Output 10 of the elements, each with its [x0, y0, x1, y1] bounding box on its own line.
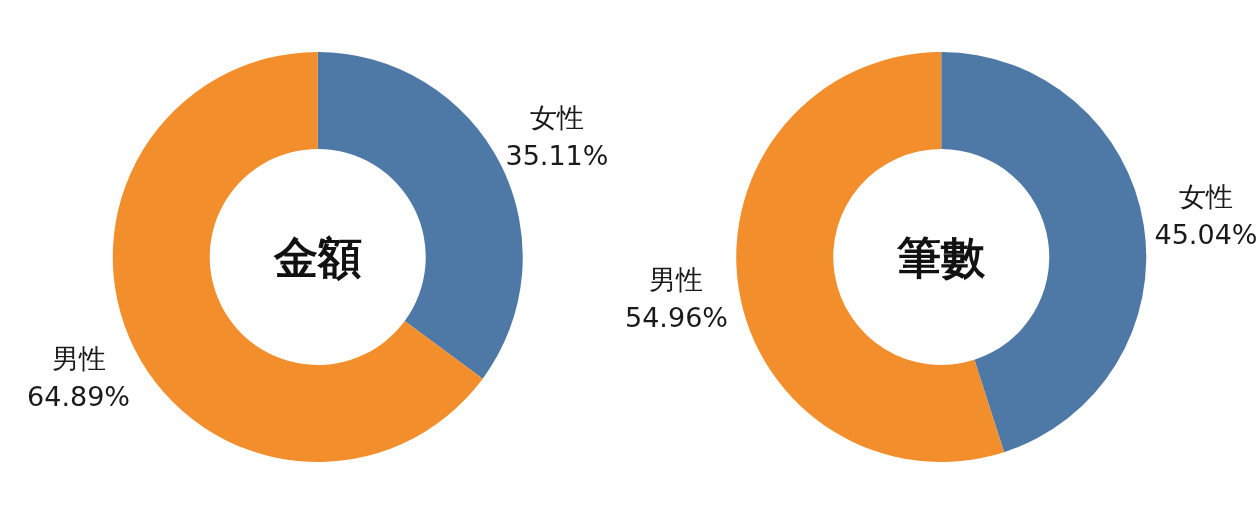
data-label: 54.96% — [625, 302, 728, 334]
slice-label: 女性 — [529, 101, 584, 133]
text: 筆數 — [896, 231, 987, 283]
data-label: 45.04% — [1154, 218, 1258, 250]
slice-label: 男性 — [51, 343, 106, 375]
data-label: 64.89% — [27, 381, 131, 413]
data-label: 35.11% — [505, 139, 609, 171]
slice-label: 男性 — [649, 264, 704, 296]
text: 金額 — [272, 231, 362, 283]
slice-label: 女性 — [1179, 180, 1233, 212]
